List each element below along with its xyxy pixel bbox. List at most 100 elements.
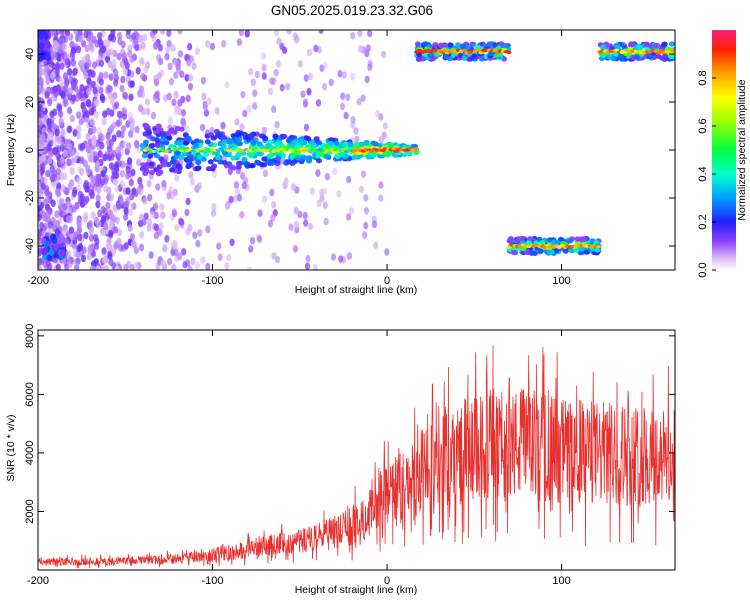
heatmap-cell bbox=[134, 125, 140, 134]
heatmap-cell bbox=[206, 97, 212, 106]
heatmap-cell bbox=[187, 154, 193, 160]
heatmap-cell bbox=[269, 188, 275, 197]
heatmap-cell bbox=[261, 156, 268, 162]
heatmap-cell bbox=[127, 130, 133, 138]
heatmap-cell bbox=[252, 89, 258, 97]
heatmap-cell bbox=[295, 154, 302, 161]
heatmap-cell bbox=[303, 219, 309, 227]
heatmap-cell bbox=[107, 60, 113, 69]
heatmap-cell bbox=[78, 90, 84, 99]
heatmap-cell bbox=[38, 192, 44, 200]
heatmap-cell bbox=[205, 166, 212, 172]
heatmap-cell bbox=[165, 161, 172, 168]
heatmap-cell bbox=[52, 108, 58, 116]
heatmap-cell bbox=[188, 74, 194, 82]
heatmap-cell bbox=[430, 56, 436, 62]
heatmap-cell bbox=[133, 261, 139, 269]
heatmap-cell bbox=[152, 42, 158, 50]
heatmap-cell bbox=[218, 147, 224, 151]
heatmap-cell bbox=[171, 209, 177, 218]
heatmap-cell bbox=[99, 141, 105, 150]
heatmap-cell bbox=[271, 200, 277, 209]
heatmap-cell bbox=[245, 30, 251, 37]
heatmap-cell bbox=[107, 209, 113, 218]
heatmap-cell bbox=[261, 52, 267, 60]
heatmap-cell bbox=[119, 60, 125, 68]
heatmap-cell bbox=[312, 264, 318, 270]
heatmap-cell bbox=[211, 209, 217, 217]
heatmap-cell bbox=[158, 221, 164, 230]
heatmap-cell bbox=[363, 194, 369, 202]
heatmap-cell bbox=[252, 102, 258, 110]
heatmap-cell bbox=[168, 186, 174, 194]
heatmap-cell bbox=[173, 248, 179, 257]
heatmap-cell bbox=[93, 234, 99, 242]
heatmap-cell bbox=[539, 239, 546, 246]
heatmap-cell bbox=[113, 226, 119, 234]
heatmap-cell bbox=[216, 131, 223, 137]
heatmap-cell bbox=[200, 156, 207, 162]
heatmap-cell bbox=[346, 213, 352, 221]
heatmap-cell bbox=[67, 68, 73, 76]
heatmap-cell bbox=[205, 225, 211, 234]
heatmap-cell bbox=[204, 139, 211, 145]
heatmap-cell bbox=[149, 142, 156, 148]
heatmap-cell bbox=[65, 215, 71, 223]
heatmap-cell bbox=[189, 177, 195, 186]
heatmap-cell bbox=[248, 245, 254, 253]
heatmap-cell bbox=[64, 79, 70, 87]
heatmap-cell bbox=[106, 85, 112, 94]
heatmap-cell bbox=[145, 98, 151, 106]
heatmap-cell bbox=[276, 37, 282, 46]
heatmap-cell bbox=[149, 210, 156, 219]
heatmap-cell bbox=[166, 40, 172, 48]
heatmap-cell bbox=[80, 254, 86, 263]
heatmap-cell bbox=[107, 252, 113, 260]
heatmap-cell bbox=[98, 52, 104, 61]
heatmap-cell bbox=[285, 138, 292, 144]
heatmap-cell bbox=[248, 163, 255, 169]
heatmap-cell bbox=[187, 223, 193, 232]
heatmap-cell bbox=[38, 130, 41, 139]
heatmap-cell bbox=[120, 40, 126, 49]
heatmap-cell bbox=[48, 60, 55, 68]
heatmap-cell bbox=[107, 91, 113, 100]
snr-y-tick-label: 8000 bbox=[24, 324, 36, 348]
heatmap-cell bbox=[323, 217, 329, 226]
heatmap-cell bbox=[94, 99, 100, 107]
heatmap-cell bbox=[56, 237, 63, 245]
heatmap-cell bbox=[70, 46, 76, 54]
heatmap-cell bbox=[203, 109, 210, 117]
heatmap-cell bbox=[76, 220, 82, 228]
heatmap-cell bbox=[101, 117, 107, 126]
heatmap-cell bbox=[236, 137, 243, 143]
heatmap-cell bbox=[102, 222, 109, 231]
heatmap-cell bbox=[365, 154, 372, 160]
heatmap-cell bbox=[96, 220, 102, 229]
heatmap-cell bbox=[378, 194, 384, 202]
heatmap-cell bbox=[111, 59, 117, 67]
heatmap-cell bbox=[38, 213, 42, 221]
heatmap-cell bbox=[186, 58, 192, 67]
heatmap-cell bbox=[190, 257, 196, 266]
heatmap-cell bbox=[99, 93, 105, 102]
heatmap-cell bbox=[137, 90, 143, 98]
heatmap-cell bbox=[50, 199, 56, 208]
heatmap-cell bbox=[44, 195, 50, 204]
heatmap-cell bbox=[447, 42, 454, 48]
heatmap-cell bbox=[194, 166, 201, 172]
heatmap-cell bbox=[247, 266, 253, 270]
heatmap-cell bbox=[475, 48, 481, 52]
heatmap-cell bbox=[105, 202, 111, 210]
heatmap-cell bbox=[113, 74, 119, 82]
heatmap-cell bbox=[337, 69, 343, 78]
spectrogram-x-tick-label: -200 bbox=[27, 275, 49, 287]
heatmap-cell bbox=[336, 190, 342, 198]
heatmap-cell bbox=[254, 70, 260, 79]
heatmap-cell bbox=[259, 162, 266, 168]
heatmap-cell bbox=[62, 172, 68, 180]
heatmap-cell bbox=[315, 99, 322, 107]
colorbar-tick-label: 0.6 bbox=[697, 118, 709, 133]
heatmap-cell bbox=[148, 161, 155, 167]
heatmap-cell bbox=[68, 33, 74, 41]
